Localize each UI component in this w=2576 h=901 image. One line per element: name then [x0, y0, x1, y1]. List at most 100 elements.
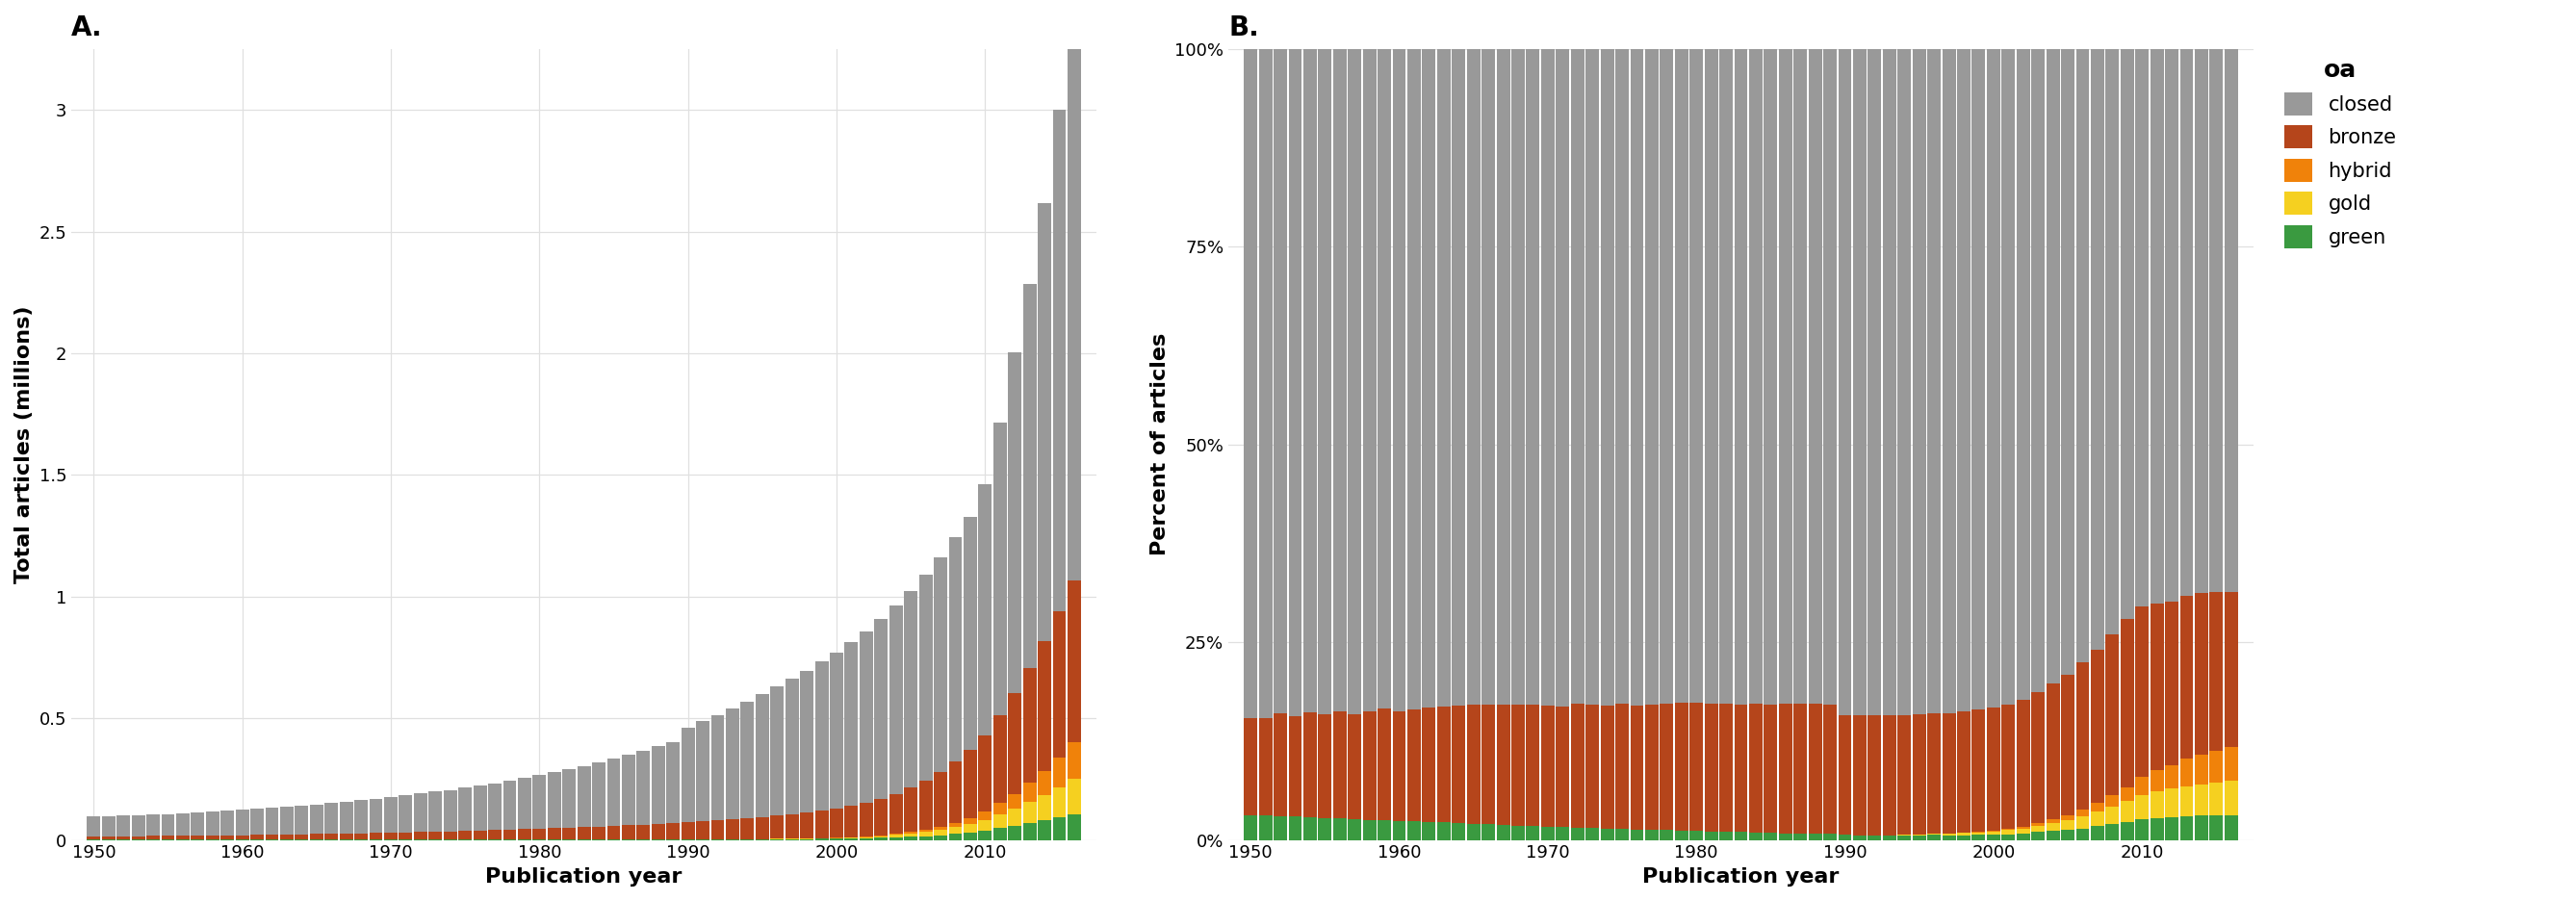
Bar	[1958, 712, 1971, 833]
Bar	[1244, 815, 1257, 840]
Bar	[1734, 705, 1747, 833]
Bar	[845, 806, 858, 837]
Bar	[1958, 833, 1971, 835]
Bar	[1038, 771, 1051, 795]
Bar	[103, 836, 116, 839]
Bar	[191, 813, 204, 835]
Bar	[755, 694, 768, 817]
Bar	[222, 811, 234, 835]
Bar	[1824, 834, 1837, 840]
Bar	[2105, 824, 2120, 840]
Bar	[726, 819, 739, 839]
Bar	[1571, 828, 1584, 840]
Bar	[428, 791, 443, 832]
Bar	[1986, 835, 1999, 840]
Bar	[904, 837, 917, 840]
Bar	[1911, 836, 1927, 840]
Bar	[2226, 592, 2239, 747]
Bar	[2076, 828, 2089, 840]
Bar	[2164, 601, 2179, 765]
Bar	[1734, 49, 1747, 705]
Bar	[1422, 822, 1435, 840]
Bar	[368, 798, 384, 833]
Bar	[1244, 717, 1257, 815]
Bar	[1927, 835, 1940, 840]
Bar	[2045, 831, 2061, 840]
Bar	[711, 715, 724, 820]
Bar	[2226, 747, 2239, 781]
Bar	[889, 605, 902, 794]
Bar	[1793, 833, 1806, 840]
Bar	[1973, 833, 1986, 834]
Bar	[979, 735, 992, 812]
Bar	[1038, 795, 1051, 821]
Bar	[1824, 705, 1837, 834]
Bar	[1883, 49, 1896, 715]
Bar	[1007, 808, 1023, 826]
Bar	[1615, 49, 1628, 704]
Bar	[963, 750, 976, 818]
Bar	[2120, 822, 2133, 840]
Bar	[2105, 49, 2120, 634]
Bar	[1690, 703, 1703, 831]
Bar	[1839, 49, 1852, 715]
Bar	[786, 839, 799, 840]
Bar	[2164, 49, 2179, 601]
Bar	[1631, 829, 1643, 840]
Bar	[1319, 818, 1332, 840]
Bar	[549, 828, 562, 839]
Bar	[518, 778, 531, 829]
Bar	[1808, 833, 1821, 840]
Bar	[1497, 49, 1510, 705]
Bar	[2105, 634, 2120, 795]
Bar	[368, 833, 384, 839]
Bar	[1942, 835, 1955, 840]
Bar	[1942, 834, 1955, 835]
Bar	[2151, 818, 2164, 840]
Bar	[979, 485, 992, 735]
Bar	[1749, 49, 1762, 704]
Bar	[2002, 829, 2014, 830]
Bar	[1363, 49, 1376, 712]
Bar	[814, 811, 829, 838]
Bar	[2002, 830, 2014, 834]
Bar	[1540, 826, 1553, 840]
Bar	[1973, 49, 1986, 709]
Bar	[1007, 693, 1023, 794]
Bar	[1023, 669, 1036, 783]
Bar	[1958, 835, 1971, 840]
Bar	[1481, 705, 1494, 824]
Bar	[175, 813, 191, 835]
Bar	[1556, 827, 1569, 840]
Bar	[533, 775, 546, 829]
Bar	[711, 820, 724, 839]
Bar	[1615, 829, 1628, 840]
Bar	[1038, 203, 1051, 641]
Bar	[948, 761, 961, 823]
Bar	[873, 836, 889, 838]
Bar	[1406, 49, 1422, 709]
Bar	[2120, 801, 2133, 822]
Bar	[1986, 832, 1999, 835]
Bar	[355, 833, 368, 839]
Bar	[1288, 716, 1301, 816]
Bar	[1378, 49, 1391, 708]
Bar	[1273, 714, 1288, 816]
Bar	[696, 722, 708, 821]
Y-axis label: Total articles (millions): Total articles (millions)	[15, 305, 33, 583]
Bar	[1911, 834, 1927, 836]
Bar	[860, 632, 873, 803]
Bar	[889, 837, 902, 840]
Bar	[1466, 49, 1481, 705]
Bar	[1054, 110, 1066, 612]
Bar	[415, 793, 428, 832]
Bar	[1038, 641, 1051, 771]
Bar	[1406, 822, 1422, 840]
Bar	[533, 829, 546, 839]
Bar	[1749, 704, 1762, 833]
Bar	[963, 516, 976, 750]
Bar	[1718, 832, 1734, 840]
Bar	[1793, 704, 1806, 833]
Bar	[1347, 49, 1360, 714]
Bar	[577, 766, 590, 827]
